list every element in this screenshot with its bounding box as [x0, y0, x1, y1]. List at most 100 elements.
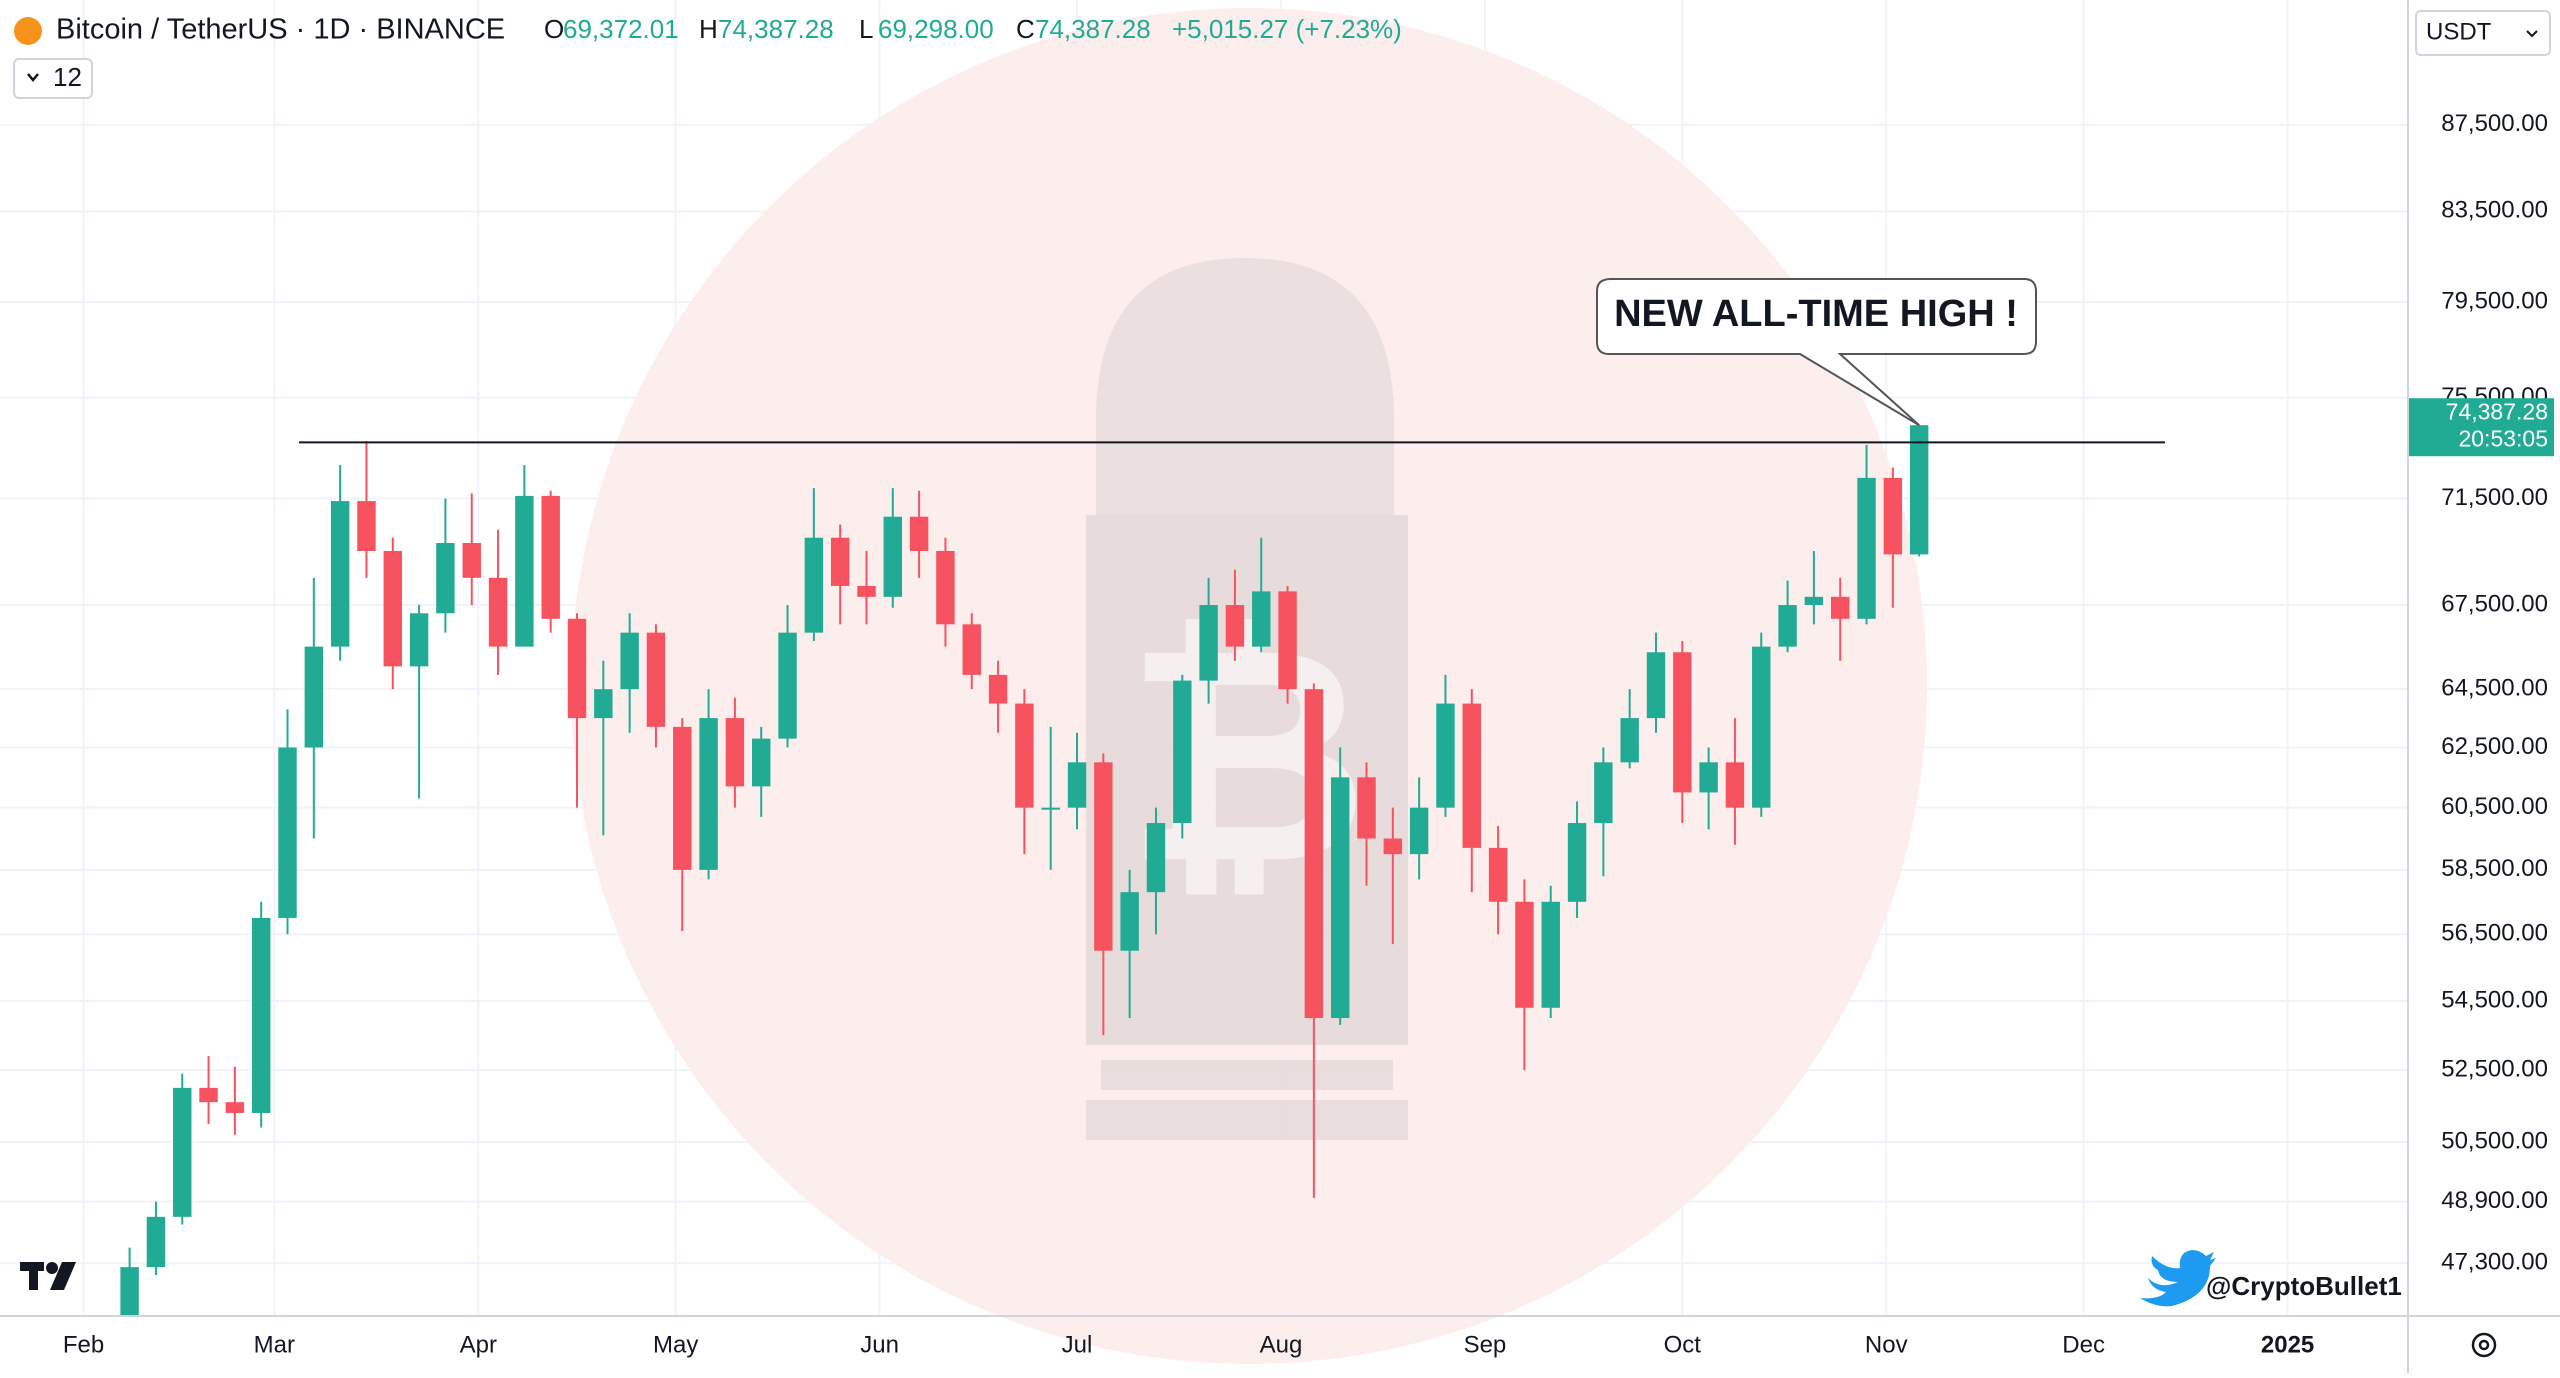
y-tick-label: 48,900.00 — [2441, 1187, 2548, 1214]
gear-ring — [2471, 1332, 2497, 1358]
candle-body — [1646, 652, 1666, 719]
candle-body — [1409, 807, 1429, 855]
candle-body — [383, 550, 402, 667]
candle-body — [830, 537, 850, 586]
y-tick-label: 62,500.00 — [2441, 733, 2548, 760]
candle-body — [1462, 703, 1481, 848]
candle-body — [909, 516, 929, 551]
candle-body — [1804, 596, 1824, 606]
axes: Feb Mar Apr May Jun Jul Aug Sep Oct Nov Dec 2025 87,… — [63, 110, 2554, 1358]
candle-body — [725, 718, 745, 787]
chevron — [27, 73, 39, 82]
candle-body — [436, 543, 455, 614]
candle-body — [1278, 591, 1297, 690]
candle-body — [936, 550, 955, 625]
watermark-logo: ₿ — [571, 8, 1927, 1364]
y-tick-label: 79,500.00 — [2441, 288, 2548, 315]
candle-body — [251, 917, 271, 1113]
candle-body — [1752, 646, 1771, 808]
settings-icon[interactable] — [2471, 1332, 2497, 1358]
candle-body — [462, 543, 481, 578]
candle-body — [1304, 689, 1324, 1019]
x-tick-label: Apr — [460, 1331, 497, 1358]
candle-body — [304, 646, 324, 748]
gear-center — [2478, 1339, 2490, 1351]
candle-body — [278, 747, 297, 918]
y-tick-label: 52,500.00 — [2441, 1056, 2548, 1083]
candle-body — [1831, 596, 1850, 619]
author-handle: @CryptoBullet1 — [2206, 1271, 2402, 1301]
ohlc-label: H — [699, 14, 718, 44]
candle-body — [1199, 605, 1218, 681]
candle-body — [1015, 703, 1034, 808]
candle-body — [409, 613, 429, 667]
candle-body — [1120, 892, 1139, 951]
candle-body — [1699, 762, 1718, 793]
candle-body — [541, 495, 560, 619]
watermark-bar — [1101, 1060, 1393, 1090]
currency-select[interactable] — [2415, 10, 2551, 56]
annotation-text: NEW ALL-TIME HIGH ! — [1614, 293, 2018, 335]
candle-body — [857, 585, 876, 597]
indicators-toggle[interactable] — [13, 58, 93, 99]
candle-body — [804, 537, 824, 633]
watermark-bar — [1086, 1100, 1408, 1140]
watermark-bullet-body — [1086, 515, 1408, 1045]
candle-body — [488, 577, 508, 647]
tradingview-logo — [20, 1262, 76, 1290]
logo-part — [50, 1262, 76, 1290]
candle-body — [778, 632, 797, 739]
last-price: 74,387.28 — [2446, 398, 2548, 424]
x-tick-label: Jul — [1062, 1331, 1093, 1358]
candle-body — [1541, 901, 1560, 1008]
ohlc-label: O — [544, 14, 564, 44]
candle-body — [1567, 823, 1587, 902]
y-tick-label: 47,300.00 — [2441, 1249, 2548, 1276]
candle-body — [988, 674, 1008, 704]
candle-body — [357, 501, 376, 551]
x-tick-label: Sep — [1464, 1331, 1507, 1358]
ohlc-value: 69,372.01 — [563, 14, 679, 44]
candle-body — [1330, 777, 1350, 1019]
candle-body — [673, 726, 692, 870]
x-tick-label: May — [653, 1331, 698, 1358]
change: +5,015.27 (+7.23%) — [1172, 14, 1402, 44]
candle-body — [620, 632, 639, 690]
candle-body — [1067, 762, 1087, 808]
y-tick-label: 56,500.00 — [2441, 920, 2548, 947]
ohlc-label: L — [859, 14, 873, 44]
candle-body — [752, 738, 771, 787]
candle-body — [1094, 762, 1113, 951]
candle-body — [1357, 777, 1376, 839]
candle-body — [1778, 605, 1797, 647]
x-tick-label: Feb — [63, 1331, 104, 1358]
candle-body — [1041, 807, 1060, 810]
twitter-logo — [2140, 1250, 2216, 1307]
y-tick-label: 87,500.00 — [2441, 110, 2548, 137]
chevron — [2526, 30, 2538, 38]
callout-box — [1596, 278, 2037, 427]
candle-body — [515, 495, 534, 647]
candle-body — [1488, 847, 1508, 902]
candle-body — [646, 632, 666, 727]
currency: USDT — [2426, 18, 2492, 45]
candle-body — [1673, 652, 1692, 793]
ohlc-value: 74,387.28 — [718, 14, 834, 44]
last-price-box — [2409, 398, 2554, 457]
countdown: 20:53:05 — [2458, 425, 2548, 451]
candle-body — [199, 1087, 218, 1103]
candle-body — [962, 624, 981, 675]
y-tick-label: 58,500.00 — [2441, 855, 2548, 882]
y-tick-label: 71,500.00 — [2441, 484, 2548, 511]
x-tick-label: Nov — [1865, 1331, 1908, 1358]
candle-body — [330, 501, 350, 647]
watermark-bullet-tip — [1096, 258, 1394, 515]
ohlc-value: 74,387.28 — [1035, 14, 1151, 44]
y-tick-label: 83,500.00 — [2441, 197, 2548, 224]
logo-part — [29, 1262, 38, 1290]
indicators-count: 12 — [53, 62, 82, 92]
ohlc-label: C — [1016, 14, 1035, 44]
candles — [120, 425, 1929, 1316]
candle-body — [883, 516, 903, 597]
x-tick-label: Oct — [1664, 1331, 1702, 1358]
